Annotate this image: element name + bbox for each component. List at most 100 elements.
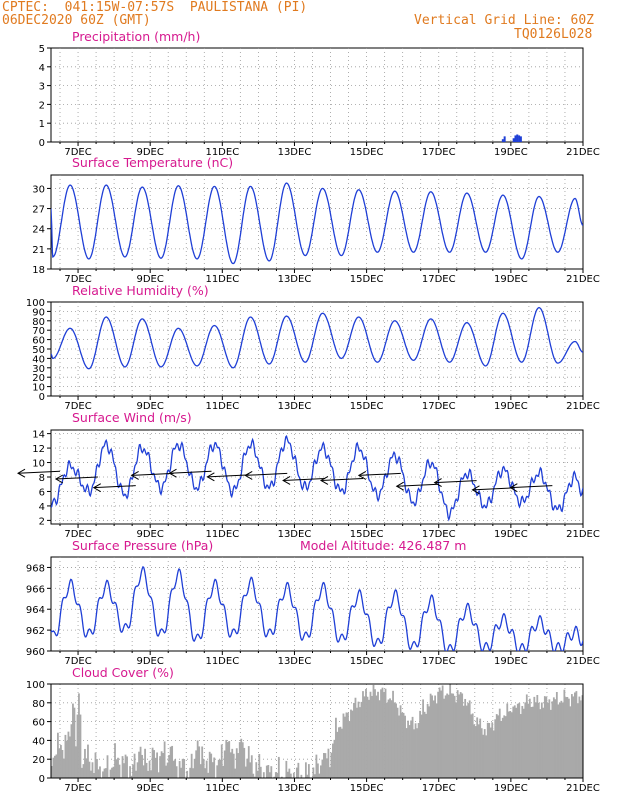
cloud-bar xyxy=(449,684,452,778)
cloud-bar xyxy=(458,694,461,778)
cloud-bar xyxy=(464,698,467,778)
cloud-bar xyxy=(84,748,86,778)
temp-xtick-label: 9DEC xyxy=(136,274,163,285)
cloud-title: Cloud Cover (%) xyxy=(72,665,174,680)
cloud-bar xyxy=(75,746,77,778)
cloud-bar xyxy=(426,704,429,778)
cloud-bar xyxy=(546,702,549,778)
cloud-bar xyxy=(326,758,328,778)
cloud-bar xyxy=(267,765,270,778)
cloud-bar xyxy=(286,771,289,778)
cloud-bar xyxy=(368,699,370,778)
cloud-bar xyxy=(468,700,471,778)
cloud-bar xyxy=(513,705,516,778)
cloud-bar xyxy=(96,759,98,778)
cloud-bar xyxy=(344,716,346,778)
cloud-bar xyxy=(363,696,366,778)
cloud-bar xyxy=(357,701,360,778)
cloud-bar xyxy=(288,768,291,778)
cloud-bar xyxy=(238,742,241,778)
cloud-bar xyxy=(198,746,201,778)
cloud-bar xyxy=(422,699,424,778)
cloud-bar xyxy=(560,700,563,778)
cloud-bar xyxy=(509,711,512,778)
cloud-bar xyxy=(289,773,292,778)
cloud-ytick-label: 100 xyxy=(26,680,45,691)
cloud-bar xyxy=(342,713,345,778)
cloud-xtick-label: 7DEC xyxy=(64,783,91,794)
cloud-bar xyxy=(434,695,437,778)
cloud-bar xyxy=(512,706,515,778)
cloud-bar xyxy=(330,752,333,778)
cloud-bar xyxy=(425,713,427,778)
cloud-bar xyxy=(413,729,415,778)
cloud-bar xyxy=(135,770,137,778)
precip-xtick-label: 19DEC xyxy=(494,147,528,158)
cloud-bar xyxy=(268,772,271,778)
model-code: TQ0126L028 xyxy=(514,27,593,42)
wind-ytick-label: 2 xyxy=(39,516,45,527)
wind-arrow xyxy=(510,485,553,489)
press-frame xyxy=(50,556,584,652)
cloud-bar xyxy=(575,691,578,778)
cloud-bar xyxy=(69,736,71,778)
cloud-bar xyxy=(423,711,426,778)
cloud-bar xyxy=(250,755,253,778)
cloud-bar xyxy=(555,692,558,778)
cloud-bar xyxy=(270,766,273,778)
precip-frame xyxy=(50,47,584,143)
wind-arrow xyxy=(472,487,515,491)
wind-arrow-head xyxy=(319,476,329,485)
wind-xtick-label: 7DEC xyxy=(64,529,91,540)
cloud-bar xyxy=(166,762,169,778)
cloud-bar xyxy=(429,693,432,778)
cloud-bar xyxy=(186,770,189,778)
cloud-bar xyxy=(551,701,554,778)
cloud-bar xyxy=(225,739,228,778)
precip-ytick-label: 2 xyxy=(39,100,45,111)
wind-arrow-head xyxy=(282,476,291,485)
cloud-bar xyxy=(345,712,348,778)
cloud-bar xyxy=(265,765,268,778)
cloud-bar xyxy=(336,731,339,778)
cloud-bar xyxy=(199,764,202,778)
wind-arrow xyxy=(131,472,174,476)
rh-ytick-label: 70 xyxy=(32,326,45,337)
press-xtick-label: 11DEC xyxy=(205,656,239,667)
cloud-bar xyxy=(428,706,431,778)
cloud-bar xyxy=(534,702,537,778)
cloud-bar xyxy=(531,706,534,778)
cloud-bar xyxy=(533,696,536,778)
cloud-bar xyxy=(174,759,177,778)
cloud-xtick-label: 19DEC xyxy=(494,783,528,794)
cloud-bar xyxy=(516,703,519,778)
cloud-bar xyxy=(285,760,288,778)
cloud-bar xyxy=(492,730,495,778)
cloud-bar xyxy=(112,766,115,778)
cloud-bar xyxy=(569,706,572,778)
cloud-ytick-label: 60 xyxy=(32,718,45,729)
cloud-bar xyxy=(347,712,349,778)
cloud-bar xyxy=(118,764,121,778)
wind-xtick-label: 17DEC xyxy=(422,529,456,540)
cloud-bar xyxy=(488,722,491,778)
cloud-bar xyxy=(87,744,89,778)
wind-arrow-head xyxy=(92,483,102,493)
cloud-bar xyxy=(123,763,125,778)
cloud-bar xyxy=(156,752,158,778)
rh-xtick-label: 7DEC xyxy=(64,401,91,412)
temp-xtick-label: 15DEC xyxy=(350,274,384,285)
cloud-bar xyxy=(306,774,309,778)
cloud-bar xyxy=(576,703,579,778)
press-title: Surface Pressure (hPa) xyxy=(72,538,213,553)
precip-bar xyxy=(501,139,504,142)
precip-ytick-label: 0 xyxy=(39,138,45,149)
cloud-bar xyxy=(94,752,97,778)
cloud-bar xyxy=(384,688,387,778)
cloud-bar xyxy=(476,717,479,778)
temp-xtick-label: 21DEC xyxy=(566,274,600,285)
wind-arrow-head xyxy=(168,468,177,478)
wind-arrow-head xyxy=(471,485,480,495)
rh-ytick-label: 30 xyxy=(32,364,45,375)
wind-arrow-head xyxy=(433,478,442,488)
